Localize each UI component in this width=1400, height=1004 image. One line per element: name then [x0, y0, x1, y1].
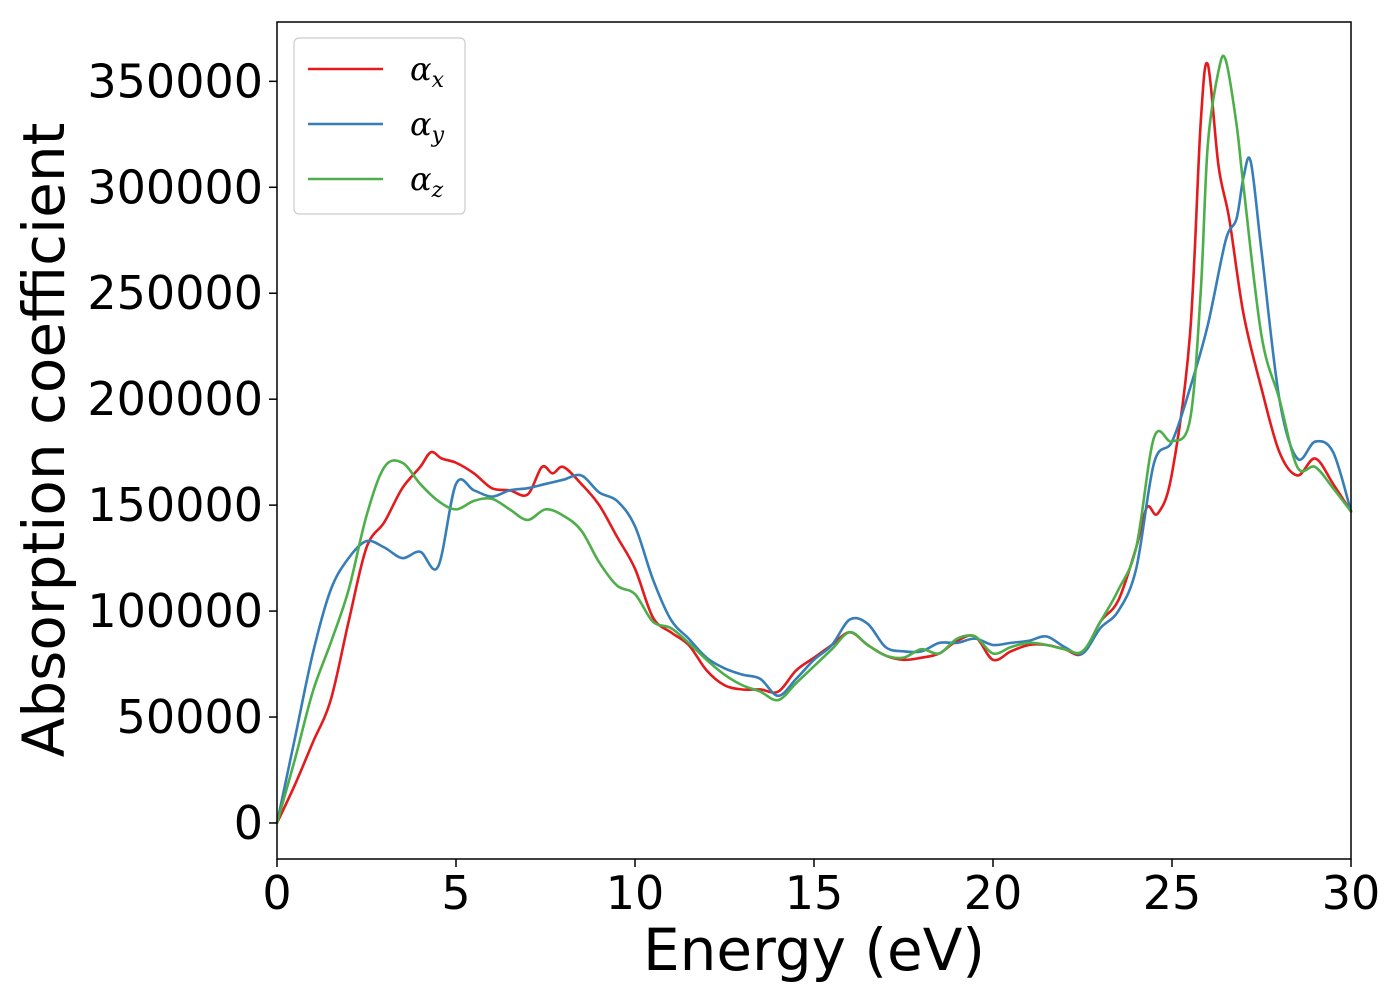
y-tick-label: 50000 [117, 690, 263, 744]
x-tick-label: 25 [1143, 866, 1202, 920]
y-tick-label: 200000 [87, 372, 263, 426]
y-tick-label: 100000 [87, 584, 263, 638]
x-tick-label: 5 [441, 866, 470, 920]
x-tick-label: 20 [964, 866, 1023, 920]
series-line-x [275, 61, 1353, 825]
x-axis-title: Energy (eV) [643, 916, 985, 984]
legend-label-x: αx [410, 50, 445, 93]
y-axis-ticks: 0 50000 100000 150000 200000 250000 300000 3500… [87, 54, 277, 850]
x-tick-label: 15 [785, 866, 844, 920]
x-tick-label: 30 [1322, 866, 1381, 920]
x-axis-ticks: 0 5 10 15 20 25 30 [262, 859, 1380, 920]
y-tick-label: 250000 [87, 266, 263, 320]
legend-entries: αx αy αz [308, 50, 445, 203]
y-tick-label: 300000 [87, 160, 263, 214]
series-layer [275, 54, 1353, 825]
y-tick-label: 350000 [87, 54, 263, 108]
legend-box [293, 37, 466, 215]
legend-label-z: αz [410, 160, 444, 203]
y-axis-title: Absorption coefficient [10, 123, 78, 758]
y-tick-label: 0 [234, 796, 263, 850]
legend-label-y: αy [410, 105, 445, 148]
legend: αx αy αz [293, 37, 466, 215]
series-line-z [275, 54, 1353, 825]
x-tick-label: 0 [262, 866, 291, 920]
x-tick-label: 10 [606, 866, 665, 920]
y-tick-label: 150000 [87, 478, 263, 532]
series-line-y [275, 156, 1353, 825]
